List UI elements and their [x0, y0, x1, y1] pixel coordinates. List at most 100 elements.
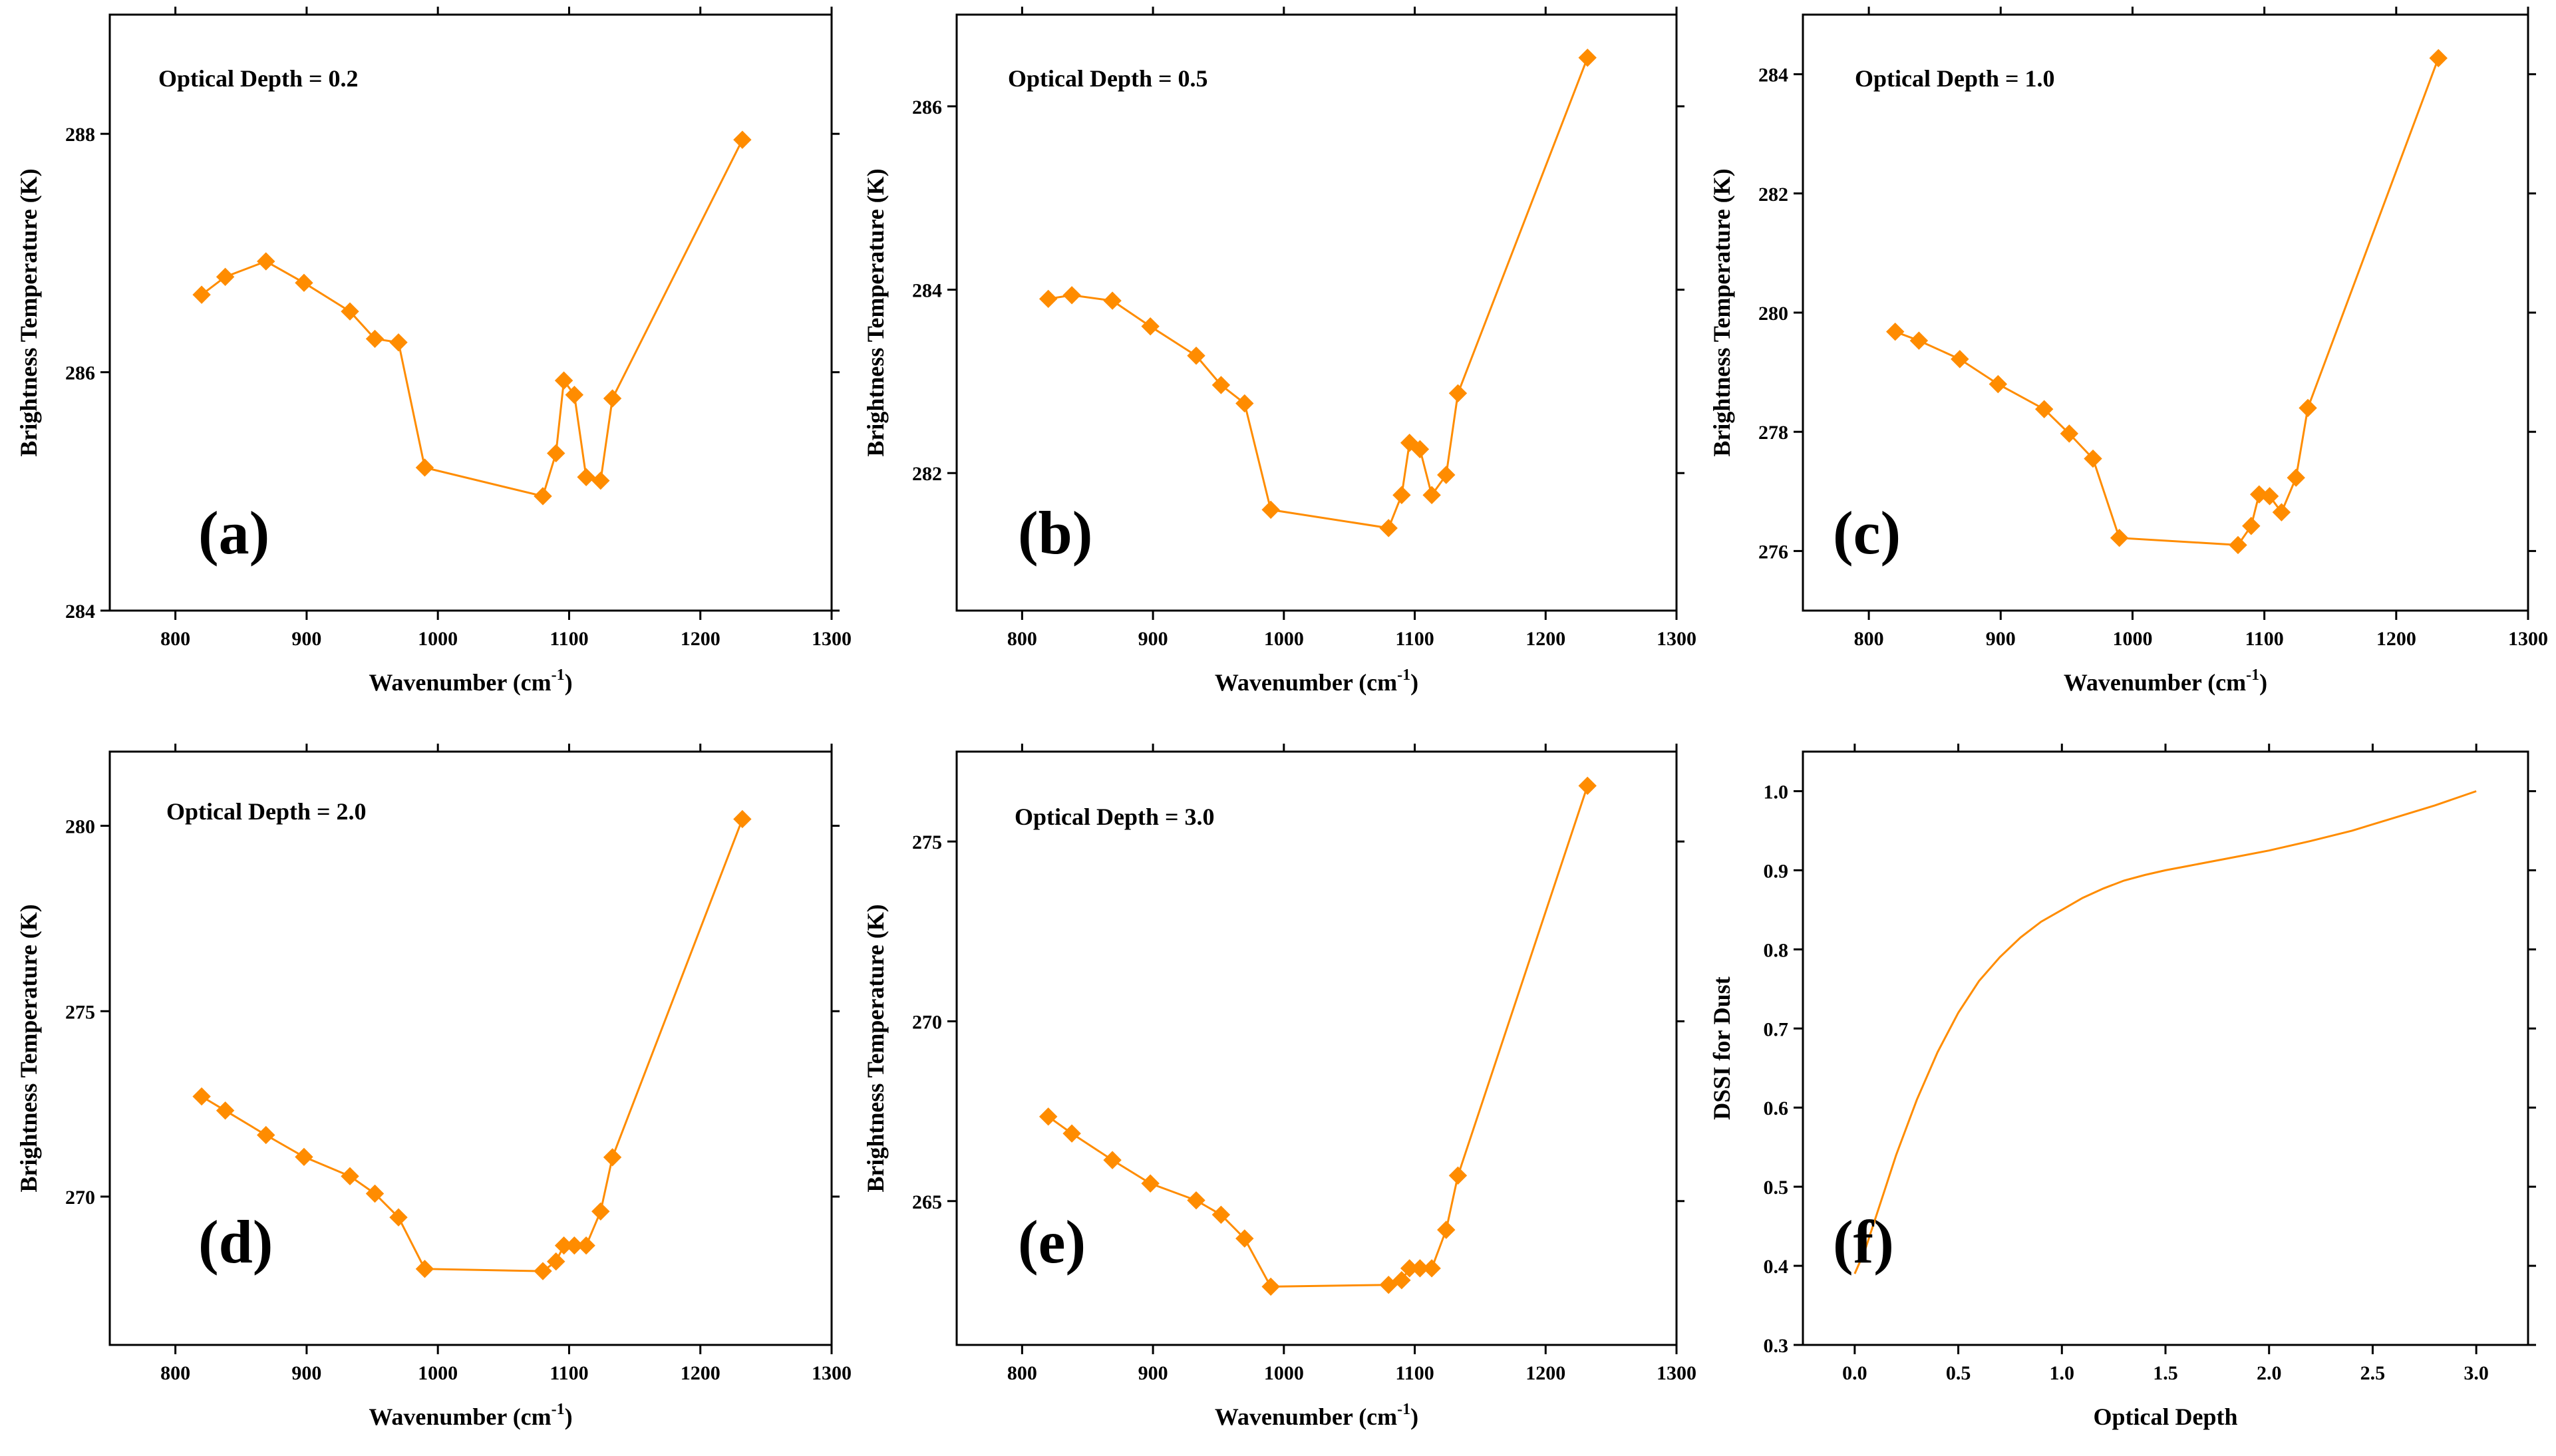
- data-point: [1951, 350, 1969, 368]
- data-point: [1437, 1221, 1456, 1239]
- x-axis-label: Wavenumber (cm-1): [2064, 666, 2267, 696]
- data-point: [2034, 400, 2054, 418]
- optical-depth-annotation: Optical Depth = 0.5: [1008, 65, 1208, 92]
- x-axis-label: Wavenumber (cm-1): [1215, 1401, 1418, 1430]
- data-point: [341, 302, 359, 321]
- data-point: [2084, 449, 2102, 468]
- x-tick-label: 1300: [812, 628, 852, 650]
- x-axis-label-close: ): [2259, 669, 2267, 696]
- x-tick-label: 1300: [1657, 1362, 1696, 1384]
- y-tick-label: 270: [912, 1011, 942, 1033]
- x-axis-label: Wavenumber (cm-1): [369, 666, 572, 696]
- y-tick-label: 288: [65, 124, 95, 146]
- x-axis-label-superscript: -1: [552, 666, 565, 684]
- panel-d: 800 900 1000 1100 1200 1300 270 275 280 Wavenumbe…: [15, 744, 852, 1430]
- data-point: [1211, 1205, 1231, 1225]
- data-point: [591, 471, 610, 490]
- plot-frame: [955, 750, 1678, 1346]
- plot-frame: [108, 13, 833, 612]
- data-point: [415, 1260, 434, 1278]
- data-point: [295, 1147, 313, 1167]
- optical-depth-annotation: Optical Depth = 2.0: [166, 798, 367, 825]
- y-tick-label: 1.0: [1764, 781, 1789, 803]
- optical-depth-annotation: Optical Depth = 3.0: [1015, 803, 1215, 830]
- data-point: [295, 273, 313, 292]
- data-point: [2110, 528, 2129, 547]
- data-point: [192, 285, 211, 304]
- data-point: [603, 1148, 622, 1167]
- data-point: [1886, 322, 1905, 341]
- data-point: [577, 468, 595, 487]
- x-axis-label-text: Wavenumber (cm: [369, 669, 551, 696]
- data-point: [389, 333, 408, 352]
- panel-letter: (c): [1833, 499, 1901, 567]
- data-point: [1187, 1191, 1205, 1210]
- x-tick-label: 900: [291, 628, 321, 650]
- y-axis-label: Brightness Temperature (K): [862, 904, 889, 1192]
- x-tick-label: 800: [160, 628, 190, 650]
- x-tick-label: 1200: [2376, 628, 2416, 650]
- panel-a: 800 900 1000 1100 1200 1300 284 286 288 Wavenumbe…: [15, 7, 852, 696]
- x-axis-label-text: Wavenumber (cm: [2064, 669, 2246, 696]
- x-tick-label: 1000: [2112, 628, 2152, 650]
- data-point: [1187, 347, 1205, 365]
- x-axis-label-close: ): [565, 669, 573, 696]
- y-tick-label: 286: [65, 363, 95, 384]
- x-tick-label: 1200: [681, 628, 720, 650]
- x-tick-label: 1100: [550, 1362, 588, 1384]
- x-tick-label: 1.5: [2153, 1362, 2178, 1384]
- data-point: [1039, 289, 1058, 309]
- x-tick-label: 1100: [1395, 1362, 1434, 1384]
- data-point: [1392, 486, 1411, 505]
- data-point: [2060, 424, 2079, 443]
- x-tick-label: 3.0: [2464, 1362, 2489, 1384]
- data-point: [1410, 440, 1430, 459]
- data-point: [1141, 1174, 1160, 1193]
- panel-letter: (e): [1018, 1208, 1086, 1276]
- data-point: [733, 130, 752, 149]
- series-line: [201, 818, 744, 1272]
- y-tick-label: 280: [65, 816, 95, 838]
- x-tick-label: 1100: [2245, 628, 2283, 650]
- y-axis-label: DSSI for Dust: [1708, 976, 1735, 1119]
- data-point: [547, 1252, 565, 1271]
- data-point: [365, 1184, 385, 1203]
- x-tick-label: 900: [291, 1362, 321, 1384]
- x-tick-label: 1000: [418, 1362, 458, 1384]
- x-tick-label: 1000: [1264, 628, 1304, 650]
- optical-depth-annotation: Optical Depth = 1.0: [1855, 65, 2055, 92]
- x-tick-label: 1000: [1264, 1362, 1304, 1384]
- data-point: [534, 487, 552, 506]
- y-tick-label: 284: [65, 601, 95, 623]
- y-tick-label: 284: [1758, 65, 1788, 86]
- x-tick-label: 1100: [550, 628, 588, 650]
- x-tick-label: 800: [1007, 628, 1037, 650]
- panel-letter: (a): [198, 499, 269, 567]
- data-point: [1062, 1124, 1081, 1143]
- x-tick-label: 800: [160, 1362, 190, 1384]
- series-line: [1048, 57, 1589, 529]
- plot-frame: [955, 13, 1678, 612]
- x-tick-label: 800: [1854, 628, 1884, 650]
- data-point: [603, 389, 622, 408]
- data-point: [1379, 519, 1398, 537]
- x-axis-label-text: Wavenumber (cm: [369, 1403, 551, 1430]
- x-tick-label: 2.0: [2257, 1362, 2282, 1384]
- y-tick-label: 0.3: [1764, 1335, 1789, 1357]
- x-axis-label-superscript: -1: [1397, 666, 1410, 684]
- y-tick-label: 0.9: [1764, 860, 1789, 882]
- x-axis-label-superscript: -1: [2246, 666, 2259, 684]
- data-point: [1422, 486, 1441, 505]
- data-point: [1261, 500, 1280, 519]
- data-point: [534, 1262, 552, 1280]
- y-tick-label: 278: [1758, 422, 1788, 444]
- x-axis-label: Optical Depth: [2093, 1403, 2237, 1430]
- series-line: [201, 139, 744, 498]
- data-point: [733, 809, 752, 829]
- data-point: [1422, 1259, 1441, 1278]
- data-point: [1437, 466, 1456, 484]
- x-axis-label-text: Wavenumber (cm: [1215, 1403, 1397, 1430]
- x-tick-label: 1300: [2508, 628, 2548, 650]
- series-line: [1047, 785, 1589, 1288]
- y-tick-label: 280: [1758, 303, 1788, 325]
